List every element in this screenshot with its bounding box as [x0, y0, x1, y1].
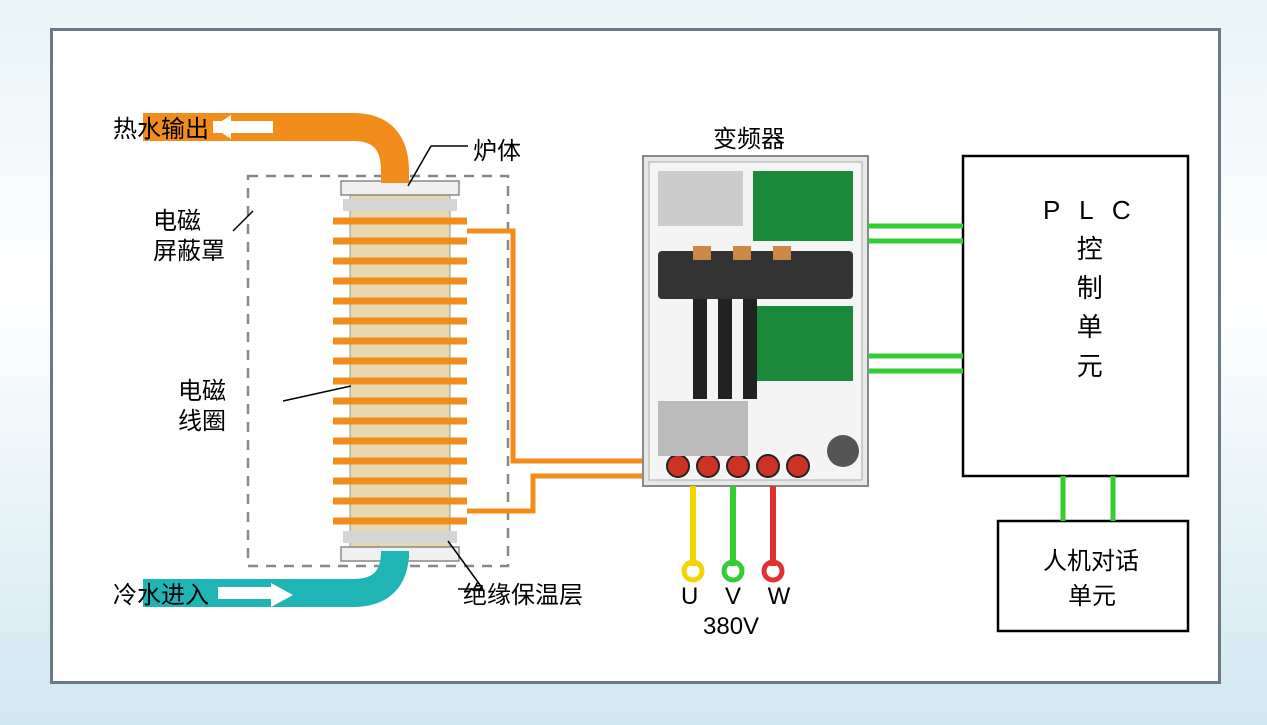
plc-label: P L C 控 制 单 元 — [1043, 191, 1137, 386]
uvw-label: U V W — [681, 583, 800, 611]
pcb-1 — [753, 171, 853, 241]
pcb-2 — [753, 306, 853, 381]
diagram-frame: 热水输出 电磁 屏蔽罩 电磁 线圈 冷水进入 炉体 绝缘保温层 变频器 U V … — [50, 28, 1221, 684]
coil-label-2: 线圈 — [178, 401, 226, 436]
insulation-label: 绝缘保温层 — [463, 575, 583, 610]
inverter-label: 变频器 — [713, 119, 785, 154]
voltage-label: 380V — [703, 613, 759, 641]
power-wire-1 — [467, 231, 646, 461]
hot-water-label: 热水输出 — [113, 109, 209, 144]
hmi-label-1: 人机对话 — [1043, 541, 1139, 576]
hmi-label-2: 单元 — [1068, 576, 1116, 611]
furnace-top-cap — [341, 181, 459, 195]
cold-water-label: 冷水进入 — [113, 575, 209, 610]
power-wire-2 — [467, 476, 646, 511]
furnace-body-label: 炉体 — [473, 131, 521, 166]
shield-label-2: 屏蔽罩 — [153, 231, 225, 266]
insulation-layer — [350, 194, 450, 548]
